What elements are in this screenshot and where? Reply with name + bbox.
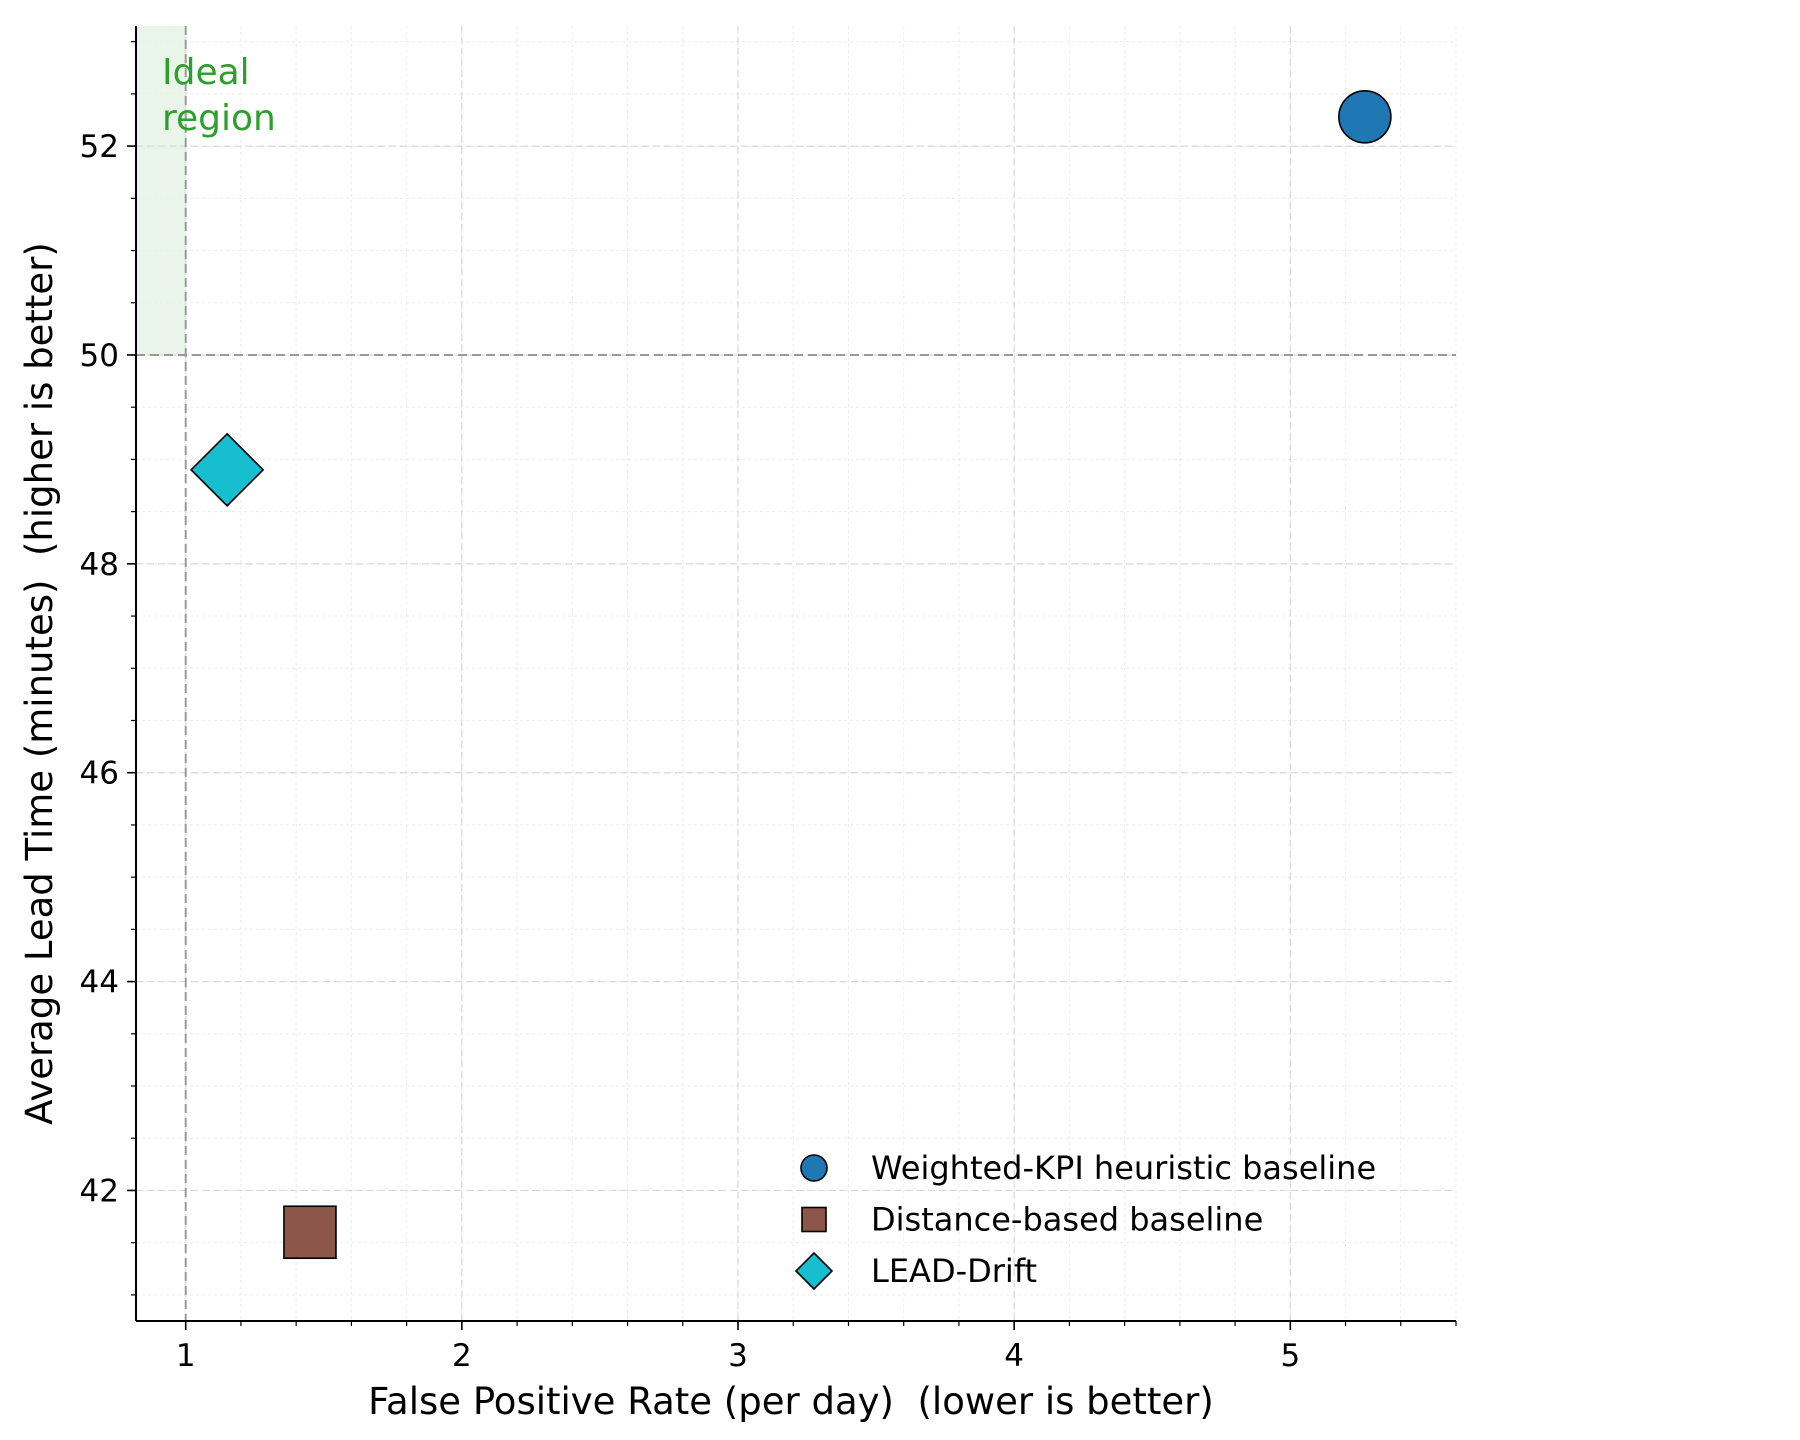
y-tick-label: 52 bbox=[80, 129, 119, 165]
ideal-region-label-line2: region bbox=[162, 98, 276, 139]
x-axis-title: False Positive Rate (per day) (lower is … bbox=[368, 1380, 1214, 1423]
x-tick-label: 4 bbox=[1004, 1338, 1024, 1374]
minor-grid bbox=[136, 26, 1457, 1321]
data-point-circle bbox=[1338, 90, 1392, 144]
y-axis-title: Average Lead Time (minutes) (higher is b… bbox=[18, 242, 61, 1125]
x-tick-label: 2 bbox=[452, 1338, 472, 1374]
y-tick-label: 50 bbox=[80, 338, 119, 374]
legend: Weighted-KPI heuristic baseline Distance-… bbox=[794, 1149, 1376, 1291]
x-tick-label: 1 bbox=[176, 1338, 196, 1374]
y-tick-label: 44 bbox=[80, 965, 119, 1001]
ideal-region-shade bbox=[136, 26, 186, 355]
x-tick-label: 3 bbox=[728, 1338, 748, 1374]
legend-label: LEAD-Drift bbox=[871, 1252, 1037, 1290]
ideal-region-label-line1: Ideal bbox=[162, 52, 250, 93]
data-points bbox=[189, 90, 1392, 1260]
major-grid bbox=[136, 26, 1456, 1321]
y-tick-label: 48 bbox=[80, 547, 119, 583]
axis-ticks: 1 2 3 4 5 42 44 46 48 50 52 bbox=[80, 41, 1457, 1374]
x-tick-label: 5 bbox=[1280, 1338, 1300, 1374]
data-point-diamond bbox=[189, 432, 265, 507]
legend-marker-diamond bbox=[794, 1251, 834, 1291]
legend-marker-circle bbox=[800, 1154, 828, 1182]
legend-label: Weighted-KPI heuristic baseline bbox=[871, 1149, 1376, 1187]
legend-label: Distance-based baseline bbox=[871, 1201, 1263, 1239]
y-tick-label: 42 bbox=[80, 1173, 119, 1209]
y-tick-label: 46 bbox=[80, 756, 119, 792]
legend-marker-square bbox=[801, 1206, 827, 1233]
data-point-square bbox=[283, 1205, 337, 1260]
